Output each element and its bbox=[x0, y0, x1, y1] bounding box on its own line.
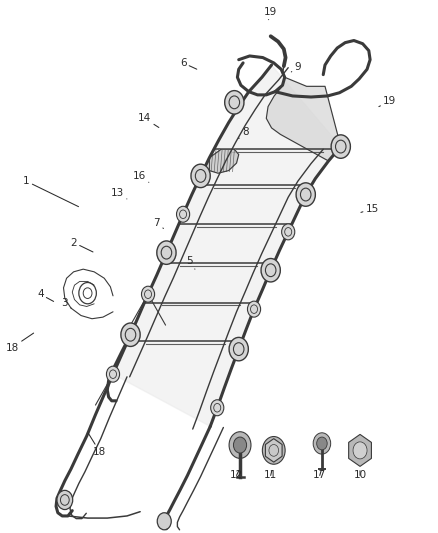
Polygon shape bbox=[265, 439, 282, 462]
Text: 17: 17 bbox=[313, 471, 326, 480]
Text: 7: 7 bbox=[153, 218, 163, 229]
Polygon shape bbox=[266, 77, 341, 161]
Polygon shape bbox=[113, 65, 341, 426]
Circle shape bbox=[233, 437, 247, 453]
Text: 4: 4 bbox=[37, 289, 53, 302]
Text: 12: 12 bbox=[230, 471, 243, 480]
Circle shape bbox=[211, 400, 224, 416]
Circle shape bbox=[353, 442, 367, 459]
Circle shape bbox=[261, 259, 280, 282]
Circle shape bbox=[177, 206, 190, 222]
Text: 14: 14 bbox=[138, 114, 159, 127]
Text: 13: 13 bbox=[111, 188, 127, 199]
Circle shape bbox=[191, 164, 210, 188]
Circle shape bbox=[313, 433, 331, 454]
Circle shape bbox=[262, 437, 285, 464]
Circle shape bbox=[317, 437, 327, 450]
Circle shape bbox=[141, 286, 155, 302]
Text: 2: 2 bbox=[70, 238, 93, 252]
Circle shape bbox=[296, 183, 315, 206]
Circle shape bbox=[229, 337, 248, 361]
Text: 5: 5 bbox=[186, 256, 195, 269]
Text: 6: 6 bbox=[180, 58, 197, 69]
Text: 19: 19 bbox=[264, 7, 277, 20]
Circle shape bbox=[157, 513, 171, 530]
Text: 3: 3 bbox=[61, 298, 71, 309]
Text: 15: 15 bbox=[361, 204, 379, 214]
Text: 8: 8 bbox=[239, 127, 249, 139]
Circle shape bbox=[157, 241, 176, 264]
Text: 19: 19 bbox=[379, 96, 396, 107]
Text: 18: 18 bbox=[88, 433, 106, 457]
Circle shape bbox=[282, 224, 295, 240]
Circle shape bbox=[57, 490, 73, 510]
Circle shape bbox=[247, 301, 261, 317]
Text: 18: 18 bbox=[6, 333, 34, 352]
Text: 9: 9 bbox=[291, 62, 301, 72]
Circle shape bbox=[121, 323, 140, 346]
Text: 11: 11 bbox=[264, 471, 277, 480]
Polygon shape bbox=[349, 434, 371, 466]
Circle shape bbox=[229, 432, 251, 458]
Polygon shape bbox=[209, 149, 239, 173]
Text: 16: 16 bbox=[133, 171, 149, 182]
Circle shape bbox=[331, 135, 350, 158]
Text: 10: 10 bbox=[353, 471, 367, 480]
Text: 1: 1 bbox=[23, 176, 78, 207]
Circle shape bbox=[106, 366, 120, 382]
Circle shape bbox=[225, 91, 244, 114]
